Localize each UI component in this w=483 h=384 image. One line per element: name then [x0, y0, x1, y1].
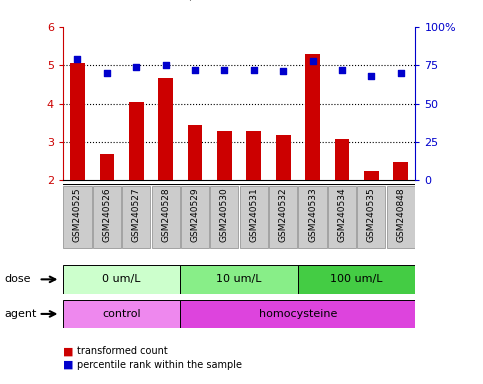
Point — [250, 67, 257, 73]
Text: GSM240533: GSM240533 — [308, 188, 317, 242]
Text: GSM240534: GSM240534 — [338, 188, 346, 242]
Bar — [180, 300, 415, 328]
Point — [309, 58, 316, 64]
Bar — [269, 185, 297, 248]
Bar — [188, 125, 202, 180]
Bar — [180, 265, 298, 294]
Text: agent: agent — [5, 309, 37, 319]
Bar — [63, 185, 92, 248]
Bar — [181, 185, 209, 248]
Text: GSM240525: GSM240525 — [73, 188, 82, 242]
Point — [338, 67, 346, 73]
Bar — [328, 185, 356, 248]
Bar — [298, 185, 327, 248]
Text: dose: dose — [5, 274, 31, 285]
Text: GSM240532: GSM240532 — [279, 188, 288, 242]
Bar — [70, 63, 85, 180]
Text: 0 um/L: 0 um/L — [102, 274, 141, 285]
Text: ■: ■ — [63, 346, 73, 356]
Point — [191, 67, 199, 73]
Bar — [305, 54, 320, 180]
Bar — [276, 135, 290, 180]
Bar — [364, 171, 379, 180]
Bar — [357, 185, 385, 248]
Point — [132, 64, 140, 70]
Bar — [152, 185, 180, 248]
Bar — [240, 185, 268, 248]
Bar — [393, 162, 408, 180]
Text: GSM240527: GSM240527 — [132, 188, 141, 242]
Text: 100 um/L: 100 um/L — [330, 274, 383, 285]
Bar — [298, 265, 415, 294]
Text: percentile rank within the sample: percentile rank within the sample — [77, 360, 242, 370]
Text: homocysteine: homocysteine — [259, 309, 337, 319]
Text: ■: ■ — [63, 360, 73, 370]
Bar — [246, 131, 261, 180]
Bar — [129, 102, 143, 180]
Point — [73, 56, 81, 62]
Text: control: control — [102, 309, 141, 319]
Text: GSM240528: GSM240528 — [161, 188, 170, 242]
Text: GSM240531: GSM240531 — [249, 188, 258, 242]
Text: GDS3413 / 328034: GDS3413 / 328034 — [127, 0, 245, 2]
Bar — [335, 139, 349, 180]
Bar — [158, 78, 173, 180]
Bar — [386, 185, 415, 248]
Bar — [122, 185, 150, 248]
Point — [103, 70, 111, 76]
Text: GSM240529: GSM240529 — [190, 188, 199, 242]
Bar — [210, 185, 239, 248]
Point — [397, 70, 405, 76]
Bar — [63, 300, 180, 328]
Text: 10 um/L: 10 um/L — [216, 274, 262, 285]
Text: GSM240848: GSM240848 — [396, 188, 405, 242]
Text: GSM240530: GSM240530 — [220, 188, 229, 242]
Point — [221, 67, 228, 73]
Text: GSM240526: GSM240526 — [102, 188, 112, 242]
Text: GSM240535: GSM240535 — [367, 188, 376, 242]
Bar — [93, 185, 121, 248]
Bar — [63, 265, 180, 294]
Bar — [217, 131, 232, 180]
Point — [279, 68, 287, 74]
Bar — [99, 154, 114, 180]
Point — [368, 73, 375, 79]
Text: transformed count: transformed count — [77, 346, 168, 356]
Point — [162, 62, 170, 68]
